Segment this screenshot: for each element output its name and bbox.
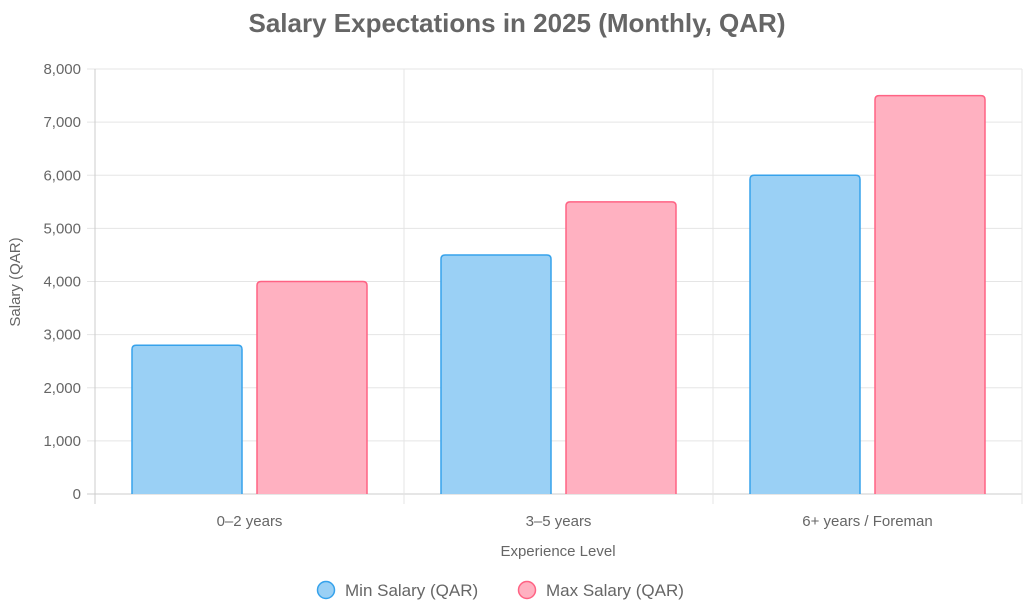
y-tick-label: 0 bbox=[73, 486, 81, 503]
legend-label[interactable]: Max Salary (QAR) bbox=[546, 581, 684, 600]
bar-min-salary[interactable] bbox=[131, 344, 243, 494]
y-tick-label: 4,000 bbox=[43, 274, 81, 291]
y-tick-label: 2,000 bbox=[43, 380, 81, 397]
bar-min-salary[interactable] bbox=[749, 174, 861, 494]
x-axis: 0–2 years 3–5 years 6+ years / Foreman bbox=[217, 513, 933, 530]
y-tick-label: 7,000 bbox=[43, 114, 81, 131]
x-tick-label: 6+ years / Foreman bbox=[802, 513, 932, 530]
bar-max-salary[interactable] bbox=[874, 94, 986, 494]
x-axis-title: Experience Level bbox=[500, 543, 615, 560]
legend-marker bbox=[316, 580, 336, 600]
y-axis-title: Salary (QAR) bbox=[7, 237, 24, 326]
y-tick-label: 5,000 bbox=[43, 220, 81, 237]
x-tick-label: 0–2 years bbox=[217, 513, 283, 530]
bar-max-salary[interactable] bbox=[256, 280, 368, 495]
bar-max-salary[interactable] bbox=[565, 201, 677, 494]
chart-title: Salary Expectations in 2025 (Monthly, QA… bbox=[249, 8, 786, 38]
grid bbox=[87, 68, 1023, 504]
legend-label[interactable]: Min Salary (QAR) bbox=[345, 581, 478, 600]
bar-min-salary[interactable] bbox=[440, 254, 552, 494]
y-tick-label: 3,000 bbox=[43, 327, 81, 344]
y-tick-label: 8,000 bbox=[43, 61, 81, 78]
y-tick-label: 6,000 bbox=[43, 167, 81, 184]
y-tick-label: 1,000 bbox=[43, 433, 81, 450]
legend-marker bbox=[517, 580, 537, 600]
y-axis: 0 1,000 2,000 3,000 4,000 5,000 6,000 7,000 8,00… bbox=[43, 61, 81, 503]
legend: Min Salary (QAR) Max Salary (QAR) bbox=[316, 580, 684, 600]
bars bbox=[131, 94, 986, 495]
x-tick-label: 3–5 years bbox=[526, 513, 592, 530]
